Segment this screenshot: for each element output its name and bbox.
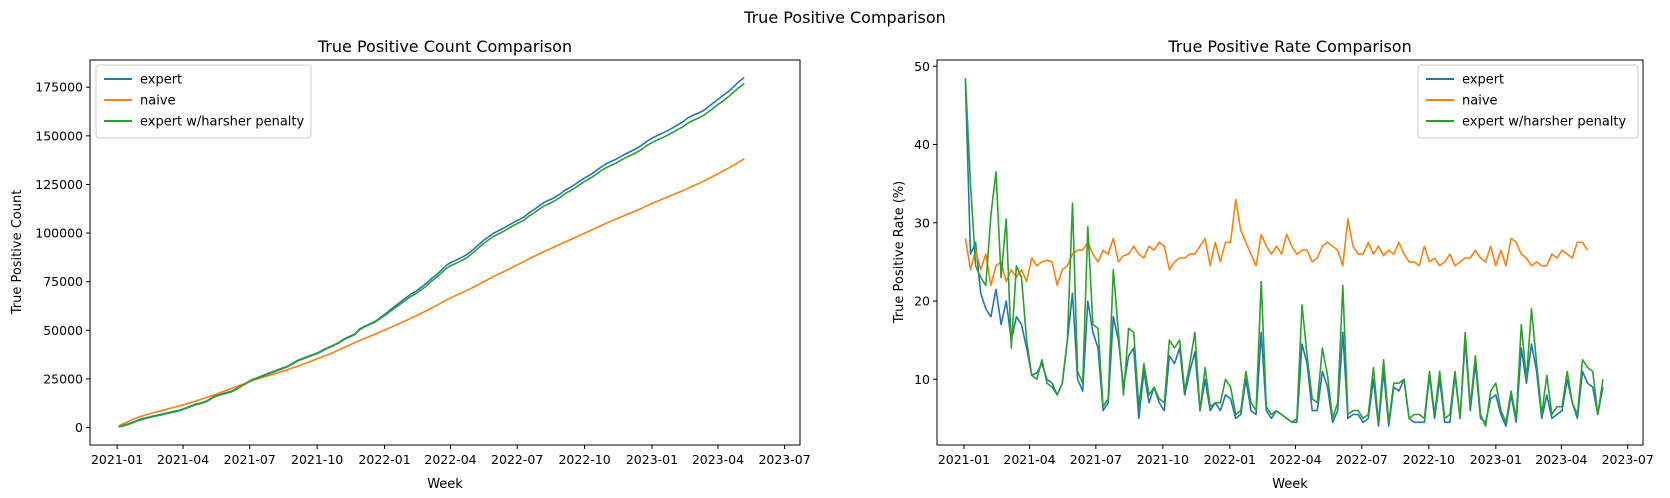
chart-right-lines — [964, 77, 1604, 428]
x-tick-label: 2022-01 — [1204, 452, 1256, 467]
x-tick-label: 2023-07 — [758, 452, 810, 467]
x-tick-label: 2022-10 — [1403, 452, 1455, 467]
legend-label-expert: expert — [1462, 73, 1504, 88]
series-line-naive — [964, 198, 1589, 287]
x-tick-label: 2022-07 — [491, 452, 543, 467]
chart-right-xlabel: Week — [1272, 477, 1308, 492]
y-tick-label: 50000 — [43, 323, 83, 338]
y-tick-label: 40 — [914, 137, 930, 152]
y-tick-label: 25000 — [43, 371, 83, 386]
chart-right-title: True Positive Rate Comparison — [1167, 37, 1411, 56]
y-tick-label: 10 — [914, 372, 930, 387]
chart-left: True Positive Count Comparison 2021-01 20… — [10, 37, 811, 492]
y-tick-label: 20 — [914, 294, 930, 309]
chart-left-legend: expert naive expert w/harsher penalty — [95, 64, 312, 139]
chart-left-ylabel: True Positive Count — [10, 190, 25, 316]
x-tick-label: 2021-04 — [157, 452, 209, 467]
x-tick-label: 2021-07 — [224, 452, 276, 467]
x-tick-label: 2021-07 — [1070, 452, 1122, 467]
x-tick-label: 2023-04 — [692, 452, 744, 467]
x-tick-label: 2022-07 — [1336, 452, 1388, 467]
chart-right-x-axis: 2021-01 2021-04 2021-07 2021-10 2022-01 2022-… — [938, 445, 1654, 467]
series-line-harsh — [964, 77, 1604, 428]
x-tick-label: 2022-01 — [358, 452, 410, 467]
y-tick-label: 175000 — [35, 80, 83, 95]
x-tick-label: 2023-04 — [1535, 452, 1587, 467]
legend-label-harsh: expert w/harsher penalty — [1462, 115, 1627, 130]
y-tick-label: 125000 — [35, 177, 83, 192]
series-line-harsh — [118, 82, 745, 428]
chart-right-legend: expert naive expert w/harsher penalty — [1417, 64, 1639, 139]
chart-left-lines — [118, 76, 745, 428]
x-tick-label: 2021-10 — [1137, 452, 1189, 467]
chart-right-ylabel: True Positive Rate (%) — [892, 181, 907, 324]
x-tick-label: 2022-04 — [1269, 452, 1321, 467]
chart-left-x-axis: 2021-01 2021-04 2021-07 2021-10 2022-01 2022-… — [91, 445, 811, 467]
series-line-naive — [118, 158, 745, 427]
legend-label-naive: naive — [140, 94, 176, 109]
x-tick-label: 2023-01 — [626, 452, 678, 467]
x-tick-label: 2021-10 — [291, 452, 343, 467]
legend-label-harsh: expert w/harsher penalty — [140, 115, 305, 130]
x-tick-label: 2022-04 — [424, 452, 476, 467]
chart-left-title: True Positive Count Comparison — [317, 37, 572, 56]
x-tick-label: 2022-10 — [558, 452, 610, 467]
x-tick-label: 2021-01 — [91, 452, 143, 467]
y-tick-label: 0 — [75, 420, 83, 435]
y-tick-label: 50 — [914, 59, 930, 74]
x-tick-label: 2021-04 — [1003, 452, 1055, 467]
x-tick-label: 2023-07 — [1602, 452, 1654, 467]
chart-left-plot-frame — [89, 59, 801, 446]
y-tick-label: 30 — [914, 215, 930, 230]
y-tick-label: 150000 — [35, 128, 83, 143]
y-tick-label: 100000 — [35, 226, 83, 241]
legend-box — [1417, 64, 1639, 139]
legend-box — [95, 64, 312, 139]
x-tick-label: 2023-01 — [1470, 452, 1522, 467]
figure-suptitle: True Positive Comparison — [743, 8, 946, 27]
chart-left-y-axis: 0 25000 50000 75000 100000 125000 150000 175000 — [35, 80, 90, 435]
chart-right-y-axis: 10 20 30 40 50 — [914, 59, 937, 387]
chart-left-xlabel: Week — [427, 477, 463, 492]
legend-label-expert: expert — [140, 73, 182, 88]
y-tick-label: 75000 — [43, 274, 83, 289]
x-tick-label: 2021-01 — [938, 452, 990, 467]
chart-right: True Positive Rate Comparison 2021-01 202… — [892, 37, 1654, 492]
legend-label-naive: naive — [1462, 94, 1498, 109]
chart-right-plot-frame — [936, 59, 1644, 446]
